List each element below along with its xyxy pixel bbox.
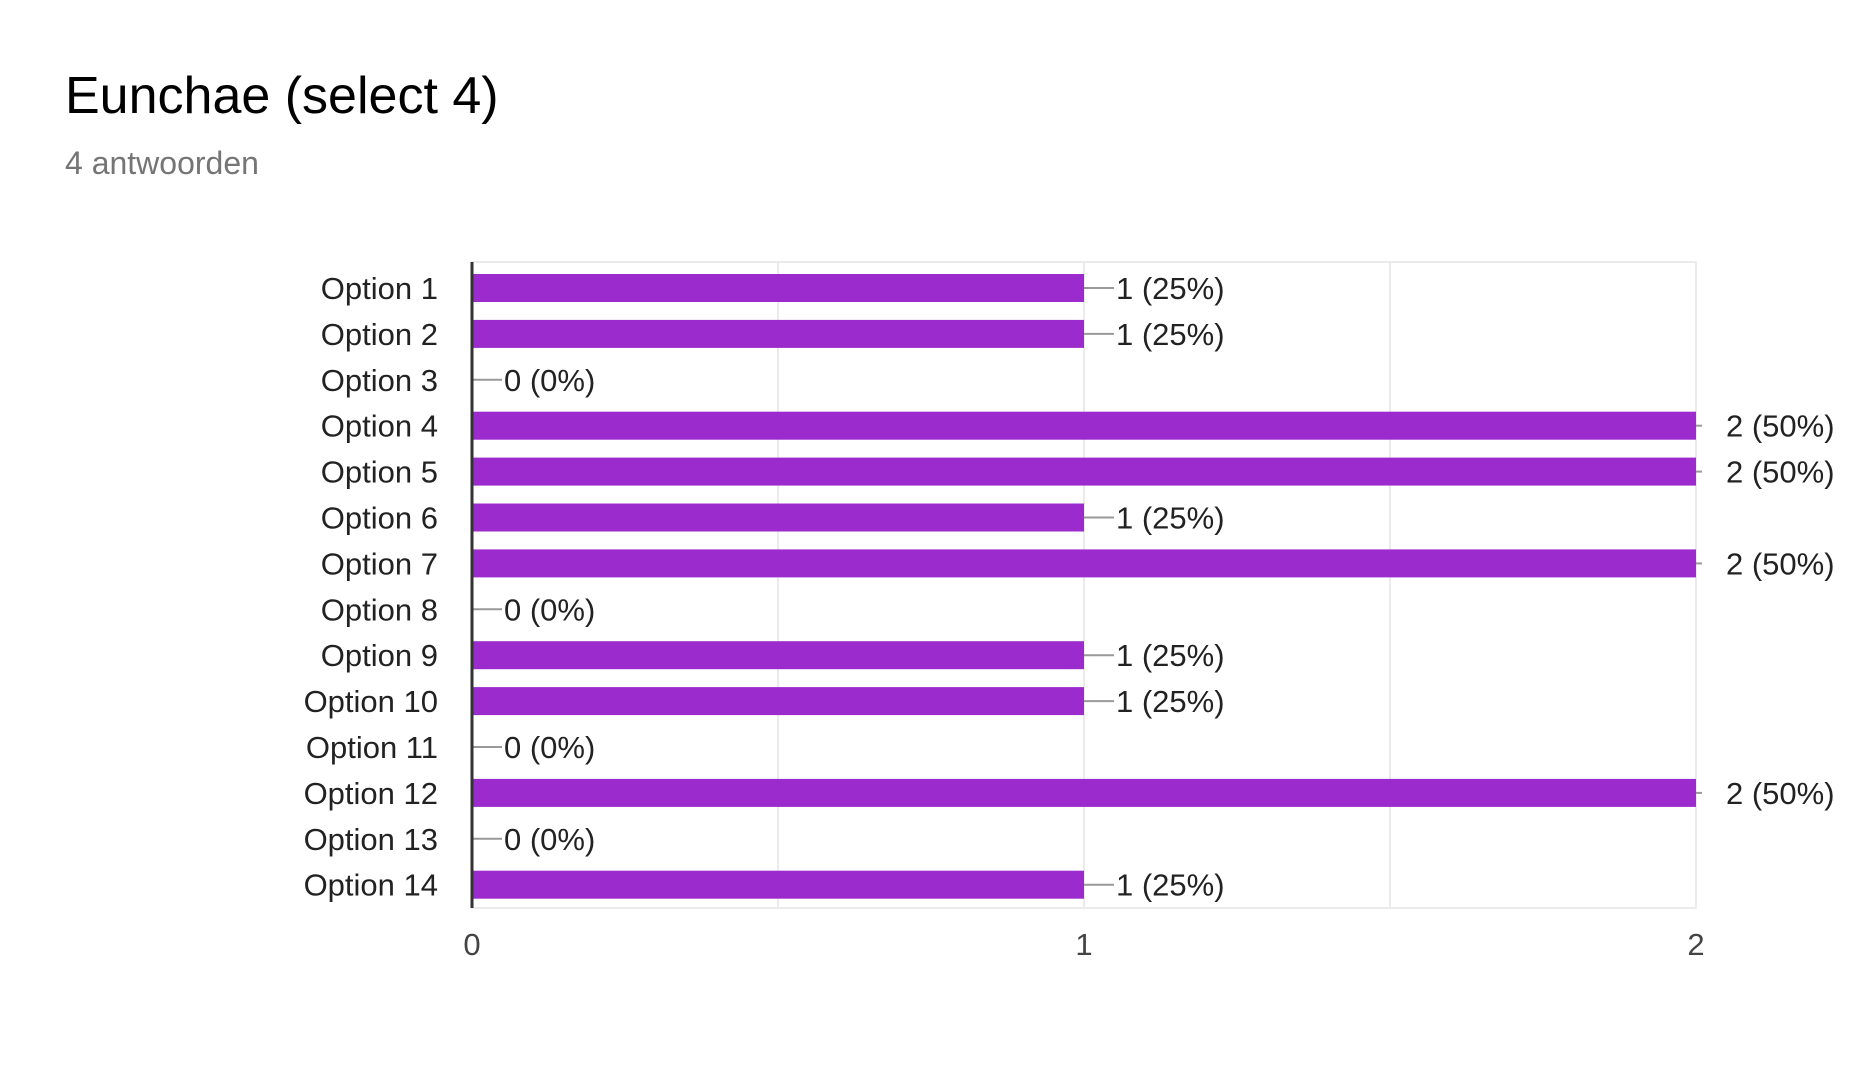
category-label: Option 4 <box>321 409 438 444</box>
category-label: Option 13 <box>304 822 438 857</box>
labels: 1 (25%) Option 1 1 (25%) Option 2 0 (0%) Opti… <box>304 271 1835 903</box>
axes: 0 1 2 <box>463 262 1705 962</box>
data-label: 1 (25%) <box>1116 317 1225 352</box>
category-label: Option 6 <box>321 501 438 536</box>
category-label: Option 14 <box>304 868 438 903</box>
data-label: 1 (25%) <box>1116 868 1225 903</box>
data-label: 1 (25%) <box>1116 684 1225 719</box>
category-label: Option 12 <box>304 776 438 811</box>
x-tick-label: 0 <box>463 927 480 962</box>
chart-title: Eunchae (select 4) <box>65 67 499 125</box>
bars <box>472 274 1696 899</box>
category-label: Option 11 <box>306 730 438 765</box>
data-label: 2 (50%) <box>1726 776 1835 811</box>
bar <box>472 319 1084 348</box>
data-label: 1 (25%) <box>1116 271 1225 306</box>
category-label: Option 5 <box>321 455 438 490</box>
category-label: Option 2 <box>321 317 438 352</box>
data-label: 0 (0%) <box>504 592 595 627</box>
category-label: Option 9 <box>321 638 438 673</box>
grid-lines <box>471 261 1697 909</box>
bar <box>472 411 1696 440</box>
bar <box>472 274 1084 302</box>
bar <box>472 503 1084 532</box>
category-label: Option 7 <box>321 546 438 581</box>
category-label: Option 3 <box>321 363 438 398</box>
category-label: Option 10 <box>304 684 438 719</box>
bar <box>472 687 1084 716</box>
bar <box>472 778 1696 807</box>
data-label: 1 (25%) <box>1116 501 1225 536</box>
x-tick-label: 1 <box>1075 927 1092 962</box>
data-label: 1 (25%) <box>1116 638 1225 673</box>
x-tick-label: 2 <box>1687 927 1704 962</box>
data-label: 2 (50%) <box>1726 409 1835 444</box>
category-label: Option 8 <box>321 592 438 627</box>
data-label: 2 (50%) <box>1726 455 1835 490</box>
data-label: 0 (0%) <box>504 822 595 857</box>
bar <box>472 549 1696 578</box>
bar <box>472 870 1084 899</box>
data-label: 0 (0%) <box>504 363 595 398</box>
data-label: 2 (50%) <box>1726 546 1835 581</box>
data-label: 0 (0%) <box>504 730 595 765</box>
response-count: 4 antwoorden <box>65 145 259 181</box>
bar <box>472 641 1084 670</box>
bar <box>472 457 1696 486</box>
category-label: Option 1 <box>321 271 438 306</box>
